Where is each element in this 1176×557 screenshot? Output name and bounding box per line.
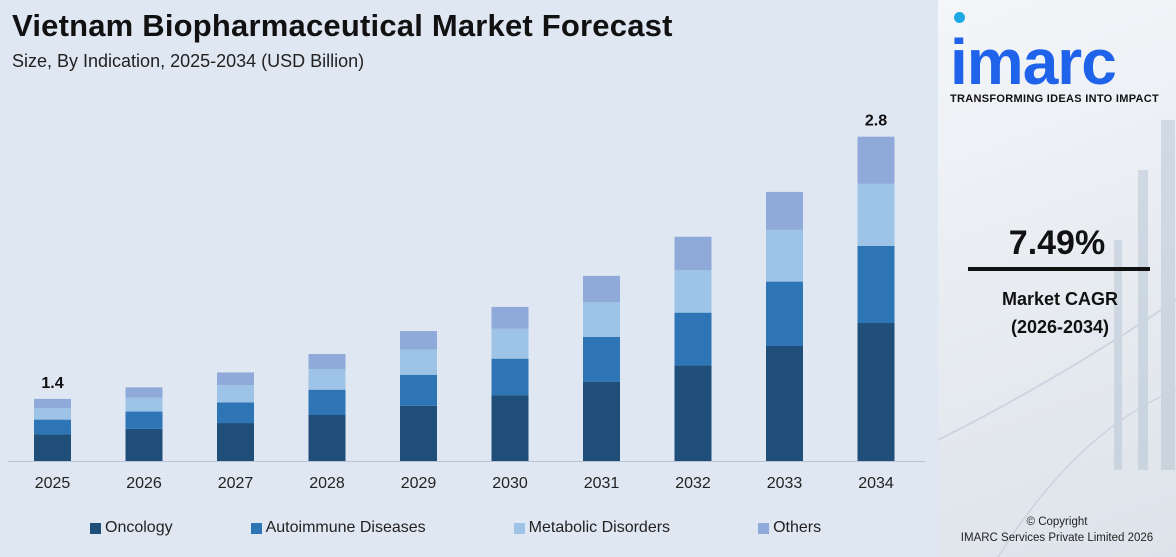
- bar-others-2025: [34, 398, 71, 409]
- bar-metabolic-disorders-2027: [217, 385, 254, 403]
- x-tick-label-2031: 2031: [584, 475, 620, 492]
- copyright-line-2: IMARC Services Private Limited 2026: [960, 532, 1154, 544]
- legend-item-oncology: Oncology: [90, 519, 173, 537]
- chart-title: Vietnam Biopharmaceutical Market Forecas…: [12, 8, 673, 43]
- bar-autoimmune-diseases-2033: [766, 281, 803, 346]
- legend-label: Oncology: [105, 519, 173, 536]
- legend-label: Autoimmune Diseases: [265, 519, 426, 536]
- bar-others-2031: [583, 275, 620, 303]
- cagr-label-block: Market CAGR (2026-2034): [938, 285, 1176, 341]
- bar-metabolic-disorders-2026: [125, 397, 163, 412]
- legend-swatch: [90, 522, 101, 534]
- brand-tagline: TRANSFORMING IDEAS INTO IMPACT: [950, 93, 1160, 105]
- x-tick-label-2033: 2033: [767, 475, 803, 492]
- x-tick-label-2028: 2028: [309, 475, 345, 492]
- side-panel: imarc TRANSFORMING IDEAS INTO IMPACT 7.4…: [938, 0, 1176, 557]
- data-label-2025: 1.4: [41, 375, 63, 392]
- bar-autoimmune-diseases-2029: [400, 374, 437, 406]
- bar-metabolic-disorders-2034: [857, 183, 895, 246]
- x-tick-label-2032: 2032: [675, 475, 711, 492]
- bar-others-2032: [674, 236, 712, 271]
- bar-metabolic-disorders-2029: [400, 349, 437, 375]
- bar-others-2034: [857, 136, 895, 184]
- x-tick-label-2026: 2026: [126, 475, 162, 492]
- x-tick-label-2027: 2027: [218, 475, 254, 492]
- bar-autoimmune-diseases-2032: [674, 312, 712, 366]
- legend-swatch: [513, 522, 525, 534]
- bar-oncology-2027: [217, 423, 254, 461]
- bar-oncology-2028: [308, 415, 346, 461]
- legend-item-metabolic-disorders: Metabolic Disorders: [513, 519, 671, 537]
- cagr-divider: [968, 267, 1150, 271]
- imarc-logo: imarc: [950, 26, 1117, 98]
- cagr-period: (2026-2034): [1010, 317, 1110, 337]
- bar-oncology-2029: [400, 405, 437, 461]
- bar-oncology-2025: [34, 434, 71, 461]
- bar-autoimmune-diseases-2027: [217, 402, 254, 424]
- bar-autoimmune-diseases-2031: [583, 336, 620, 382]
- legend-item-autoimmune-diseases: Autoimmune Diseases: [250, 519, 426, 537]
- cagr-label: Market CAGR: [1001, 289, 1119, 309]
- chart-subtitle: Size, By Indication, 2025-2034 (USD Bill…: [12, 51, 365, 71]
- x-tick-label-2030: 2030: [492, 475, 528, 492]
- bar-metabolic-disorders-2033: [766, 229, 803, 282]
- legend-swatch: [250, 522, 262, 534]
- legend-swatch: [758, 522, 770, 534]
- bar-metabolic-disorders-2025: [34, 408, 71, 420]
- bar-others-2028: [308, 354, 346, 369]
- bar-others-2027: [217, 372, 254, 386]
- bar-autoimmune-diseases-2034: [857, 245, 895, 323]
- bar-oncology-2033: [766, 346, 803, 461]
- bar-oncology-2026: [125, 428, 163, 461]
- bar-metabolic-disorders-2030: [491, 328, 529, 359]
- bar-others-2029: [400, 331, 437, 350]
- bar-oncology-2030: [491, 395, 529, 461]
- x-tick-label-2025: 2025: [35, 475, 71, 492]
- bar-oncology-2032: [674, 365, 712, 461]
- bar-autoimmune-diseases-2030: [491, 358, 529, 396]
- background-chart-graphic: [938, 120, 1176, 557]
- chart-legend: Oncology Autoimmune Diseases Metabolic Dis…: [90, 519, 899, 537]
- legend-label: Others: [773, 519, 822, 536]
- logo-dot-icon: [954, 12, 965, 23]
- chart-panel: Vietnam Biopharmaceutical Market Forecas…: [0, 0, 938, 557]
- cagr-value: 7.49%: [1008, 224, 1106, 262]
- x-tick-label-2029: 2029: [401, 475, 437, 492]
- bar-metabolic-disorders-2028: [308, 369, 346, 390]
- bar-others-2030: [491, 306, 529, 329]
- bar-autoimmune-diseases-2026: [125, 411, 163, 429]
- x-tick-label-2034: 2034: [858, 475, 894, 492]
- bar-oncology-2034: [857, 323, 895, 461]
- bar-autoimmune-diseases-2025: [34, 419, 71, 435]
- data-label-2034: 2.8: [865, 113, 887, 130]
- stacked-bar-chart: 2025 2026 2027 2028 2029 2030 2031 2032 2033 2034…: [8, 113, 925, 492]
- legend-item-others: Others: [758, 519, 821, 537]
- copyright-line-1: © Copyright: [1026, 516, 1088, 528]
- bar-oncology-2031: [583, 381, 620, 461]
- bar-autoimmune-diseases-2028: [308, 389, 346, 415]
- bar-metabolic-disorders-2032: [674, 270, 712, 313]
- legend-label: Metabolic Disorders: [528, 519, 671, 536]
- bar-metabolic-disorders-2031: [583, 302, 620, 337]
- bar-others-2033: [766, 191, 803, 230]
- copyright: © Copyright IMARC Services Private Limit…: [938, 514, 1176, 546]
- bar-others-2026: [125, 387, 163, 398]
